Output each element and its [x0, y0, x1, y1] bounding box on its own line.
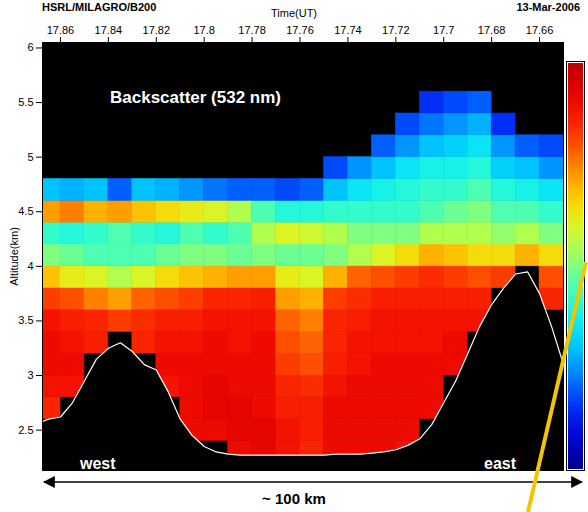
html-text:~ 100 km: ~ 100 km — [262, 490, 326, 507]
svg-text:17.76: 17.76 — [286, 24, 314, 36]
svg-text:17.66: 17.66 — [526, 24, 554, 36]
html-text:west: west — [80, 455, 116, 472]
svg-text:3.5: 3.5 — [18, 314, 33, 326]
html-text:Backscatter (532 nm): Backscatter (532 nm) — [110, 88, 281, 107]
svg-text:17.78: 17.78 — [238, 24, 266, 36]
svg-text:4: 4 — [27, 260, 33, 272]
svg-text:17.68: 17.68 — [478, 24, 506, 36]
svg-text:17.84: 17.84 — [95, 24, 123, 36]
svg-text:5.5: 5.5 — [18, 96, 33, 108]
svg-text:17.86: 17.86 — [47, 24, 75, 36]
html-text:east: east — [484, 455, 516, 472]
svg-text:2.5: 2.5 — [18, 424, 33, 436]
svg-text:6: 6 — [27, 41, 33, 53]
svg-text:17.72: 17.72 — [382, 24, 410, 36]
html-text:13-Mar-2006: 13-Mar-2006 — [516, 1, 580, 13]
svg-text:17.82: 17.82 — [143, 24, 171, 36]
svg-text:4.5: 4.5 — [18, 205, 33, 217]
svg-text:Altitude(km): Altitude(km) — [8, 227, 20, 286]
html-text:Time(UT): Time(UT) — [271, 7, 317, 19]
html-text:HSRL/MILAGRO/B200: HSRL/MILAGRO/B200 — [42, 1, 157, 13]
svg-text:5: 5 — [27, 151, 33, 163]
svg-text:17.7: 17.7 — [433, 24, 454, 36]
svg-text:17.74: 17.74 — [334, 24, 362, 36]
svg-text:3: 3 — [27, 369, 33, 381]
svg-text:17.8: 17.8 — [193, 24, 214, 36]
